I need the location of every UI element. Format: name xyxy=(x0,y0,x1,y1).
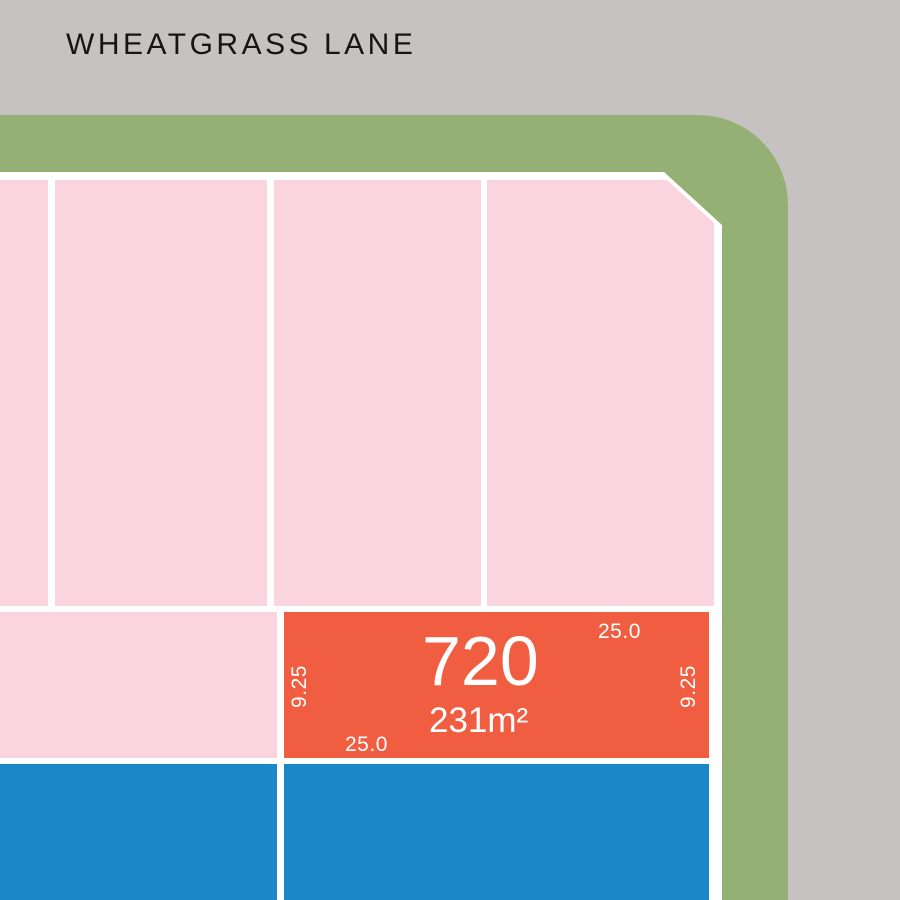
lot-top-row-2[interactable] xyxy=(55,180,267,606)
residential-block xyxy=(0,172,722,900)
lot-number: 720 xyxy=(422,622,539,700)
lot-middle-left[interactable] xyxy=(0,612,277,758)
lot-bottom-right[interactable] xyxy=(284,764,709,900)
lot-bottom-left[interactable] xyxy=(0,764,277,900)
dimension-left: 9.25 xyxy=(287,665,311,708)
lot-720-highlighted[interactable] xyxy=(284,612,709,758)
lot-top-row-1[interactable] xyxy=(0,180,48,606)
lot-top-row-3[interactable] xyxy=(274,180,481,606)
lot-area: 231m² xyxy=(429,701,529,740)
road-name-label: WHEATGRASS LANE xyxy=(66,28,417,61)
lot-corner[interactable] xyxy=(487,180,714,606)
dimension-bottom: 25.0 xyxy=(345,733,388,756)
dimension-top: 25.0 xyxy=(598,620,641,643)
dimension-right: 9.25 xyxy=(676,665,700,708)
